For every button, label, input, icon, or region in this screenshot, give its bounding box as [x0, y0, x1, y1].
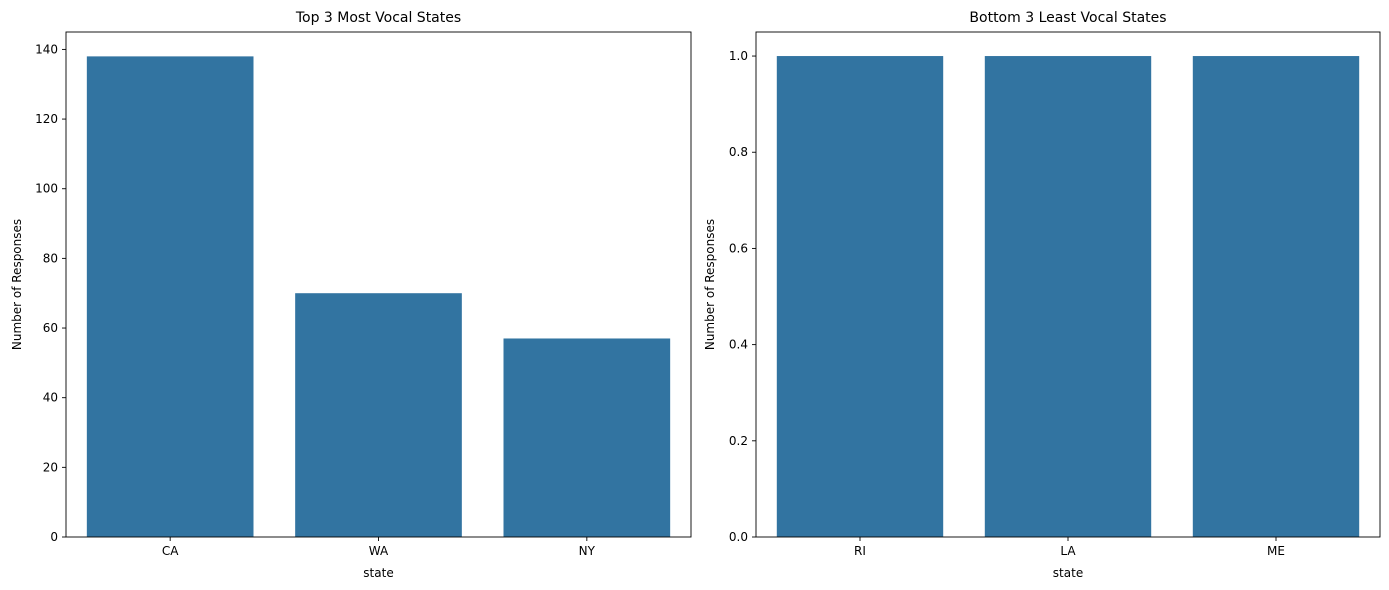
bar-ca — [86, 56, 254, 538]
bar-la — [984, 56, 1152, 538]
bar-ny — [503, 338, 671, 537]
y-tick-label: 0 — [50, 530, 58, 544]
bar-ri — [776, 56, 944, 538]
y-tick-label: 20 — [43, 460, 58, 474]
x-tick-label: LA — [1060, 544, 1076, 558]
chart-panel-1: CA WA NY 0 20 40 60 80 100 120 140 Top 3 Most Vocal… — [10, 10, 692, 580]
y-tick-label: 140 — [35, 42, 58, 56]
x-axis-label: state — [363, 566, 393, 580]
y-axis-label: Number of Responses — [10, 219, 24, 350]
y-tick-label: 0.2 — [729, 434, 748, 448]
y-tick-label: 0.0 — [729, 530, 748, 544]
x-tick-label: RI — [854, 544, 866, 558]
x-tick-label: CA — [162, 544, 179, 558]
y-tick-label: 0.4 — [729, 338, 748, 352]
bar-me — [1192, 56, 1360, 538]
chart-title: Bottom 3 Least Vocal States — [969, 10, 1166, 26]
x-tick-label: WA — [369, 544, 389, 558]
x-axis-label: state — [1053, 566, 1083, 580]
y-tick-label: 100 — [35, 182, 58, 196]
y-tick-label: 0.6 — [729, 241, 748, 255]
chart-panel-2: RI LA ME 0.0 0.2 0.4 0.6 0.8 1.0 Bottom 3 Least V… — [703, 10, 1381, 580]
y-tick-label: 120 — [35, 112, 58, 126]
y-tick-label: 1.0 — [729, 49, 748, 63]
y-tick-label: 60 — [43, 321, 58, 335]
x-tick-label: ME — [1267, 544, 1285, 558]
axes-frame — [755, 31, 1381, 538]
y-axis-label: Number of Responses — [703, 219, 717, 350]
chart-title: Top 3 Most Vocal States — [295, 10, 461, 26]
y-tick-label: 0.8 — [729, 145, 748, 159]
y-tick-label: 40 — [43, 391, 58, 405]
bar-wa — [295, 293, 462, 537]
y-tick-label: 80 — [43, 251, 58, 265]
axes-frame — [65, 31, 692, 538]
x-tick-label: NY — [579, 544, 596, 558]
